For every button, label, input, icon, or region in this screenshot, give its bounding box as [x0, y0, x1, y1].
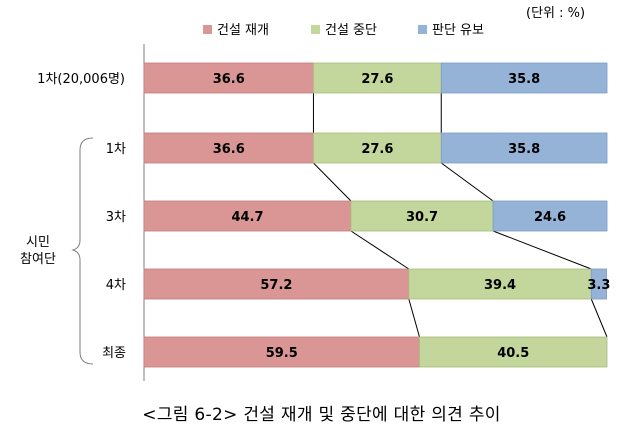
value-label-5-2: 40.5: [497, 346, 529, 361]
bar-2-3: [440, 132, 608, 164]
category-label-4: 4차: [106, 278, 126, 293]
value-label-1-3: 35.8: [508, 72, 540, 87]
legend-swatch-3: [418, 25, 427, 34]
connector-line-2-2: [440, 162, 494, 202]
bar-4-2: [408, 268, 592, 300]
bar-4-1: [143, 268, 410, 300]
bar-1-2: [313, 62, 442, 94]
value-label-2-1: 36.6: [213, 142, 245, 157]
bar-3-1: [143, 200, 352, 232]
value-label-3-2: 30.7: [406, 210, 438, 225]
value-label-4-3: 3.3: [587, 278, 610, 293]
category-label-1: 1차(20,006명): [37, 72, 125, 87]
value-label-4-2: 39.4: [484, 278, 516, 293]
connector-line-3-1: [350, 230, 410, 270]
bar-2-2: [313, 132, 442, 164]
connector-line-4-1: [408, 298, 420, 338]
connector-line-3-2: [492, 230, 592, 270]
category-label-3: 3차: [106, 210, 126, 225]
category-label-5: 최종: [102, 346, 126, 361]
unit-note: (단위 : %): [526, 6, 586, 21]
value-label-2-2: 27.6: [361, 142, 393, 157]
bar-3-2: [350, 200, 494, 232]
category-label-2: 1차: [106, 142, 126, 157]
group-brace: [71, 137, 94, 365]
value-label-3-1: 44.7: [231, 210, 263, 225]
legend-label-2: 건설 중단: [325, 23, 377, 38]
legend-label-3: 판단 유보: [432, 23, 484, 38]
value-label-1-2: 27.6: [361, 72, 393, 87]
connector-line-2-1: [313, 162, 352, 202]
bars: 36.6 27.6 35.8 36.6 27.6 35.8 44.7 30.7 24.6 57.2…: [143, 62, 610, 368]
group-label: 시민 참여단: [20, 235, 56, 267]
bar-5-2: [419, 336, 608, 368]
legend-label-1: 건설 재개: [217, 23, 269, 38]
bar-2-1: [143, 132, 314, 164]
legend-swatch-2: [311, 25, 320, 34]
value-label-3-3: 24.6: [534, 210, 566, 225]
value-label-5-1: 59.5: [266, 346, 298, 361]
value-label-1-1: 36.6: [213, 72, 245, 87]
legend: 건설 재개 건설 중단 판단 유보: [203, 23, 484, 38]
connector-line-4-2: [590, 298, 608, 338]
bar-1-3: [440, 62, 608, 94]
bar-1-1: [143, 62, 314, 94]
figure-caption: <그림 6-2> 건설 재개 및 중단에 대한 의견 추이: [142, 405, 501, 425]
group-bracket: 시민 참여단: [20, 137, 94, 365]
value-label-4-1: 57.2: [260, 278, 292, 293]
value-label-2-3: 35.8: [508, 142, 540, 157]
bar-4-3: [590, 268, 607, 300]
bar-3-3: [492, 200, 608, 232]
legend-swatch-1: [203, 25, 212, 34]
series-connector-lines: [312, 93, 608, 338]
